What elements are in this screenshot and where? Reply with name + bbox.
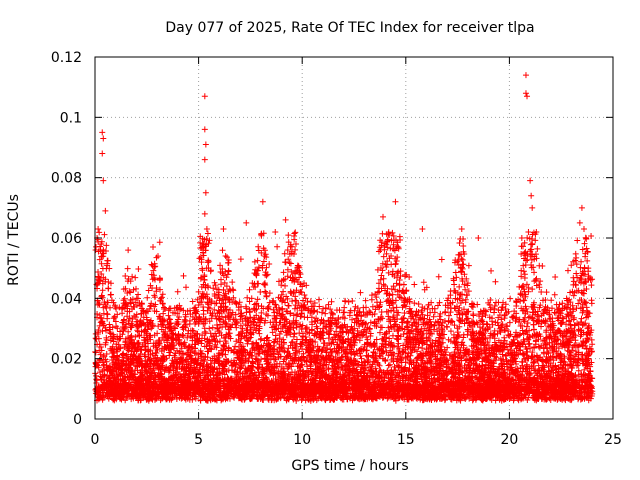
- data-point: [204, 230, 211, 237]
- data-point: [124, 290, 131, 297]
- data-point: [158, 294, 165, 301]
- data-point: [293, 397, 300, 404]
- data-point: [445, 312, 452, 319]
- data-point: [460, 334, 467, 341]
- data-point: [246, 298, 253, 305]
- data-point: [282, 259, 289, 266]
- data-point: [423, 284, 430, 291]
- data-point: [284, 247, 291, 254]
- data-point: [460, 242, 467, 249]
- data-point: [217, 262, 224, 269]
- data-point: [351, 351, 358, 358]
- data-point: [372, 306, 379, 313]
- data-point: [386, 335, 393, 342]
- data-point: [498, 316, 505, 323]
- data-point: [393, 304, 400, 311]
- data-point: [96, 312, 103, 319]
- data-point: [291, 230, 298, 237]
- data-point: [349, 316, 356, 323]
- data-point: [401, 310, 408, 317]
- data-point: [233, 300, 240, 307]
- data-point: [578, 258, 585, 265]
- data-point: [579, 246, 586, 253]
- data-point: [518, 251, 525, 258]
- data-point: [285, 256, 292, 263]
- data-point: [210, 285, 217, 292]
- data-point: [516, 347, 523, 354]
- data-point: [251, 301, 258, 308]
- data-point: [469, 348, 476, 355]
- data-point: [504, 323, 511, 330]
- data-point: [150, 267, 157, 274]
- data-point: [160, 310, 167, 317]
- data-point: [97, 344, 104, 351]
- data-point: [389, 332, 396, 339]
- data-point: [92, 349, 99, 356]
- data-point: [452, 269, 459, 276]
- data-point: [555, 345, 562, 352]
- data-point: [488, 267, 495, 274]
- data-points: [92, 72, 596, 404]
- data-point: [484, 339, 491, 346]
- data-point: [584, 257, 591, 264]
- data-point: [386, 328, 393, 335]
- data-point: [444, 297, 451, 304]
- data-point: [390, 304, 397, 311]
- chart-title: Day 077 of 2025, Rate Of TEC Index for r…: [165, 20, 534, 36]
- data-point: [386, 361, 393, 368]
- data-point: [378, 308, 385, 315]
- data-point: [408, 327, 415, 334]
- data-point: [543, 289, 550, 296]
- data-point: [271, 346, 278, 353]
- data-point: [383, 250, 390, 257]
- data-point: [121, 295, 128, 302]
- data-point: [280, 288, 287, 295]
- data-point: [284, 295, 291, 302]
- data-point: [155, 253, 162, 260]
- data-point: [377, 276, 384, 283]
- data-point: [224, 271, 231, 278]
- data-point: [396, 277, 403, 284]
- data-point: [254, 257, 261, 264]
- data-point: [411, 281, 418, 288]
- data-point: [585, 324, 592, 331]
- data-point: [106, 321, 113, 328]
- data-point: [134, 327, 141, 334]
- data-point: [189, 298, 196, 305]
- data-point: [466, 395, 473, 402]
- data-point: [380, 281, 387, 288]
- data-point: [581, 240, 588, 247]
- data-point: [274, 243, 281, 250]
- data-point: [282, 275, 289, 282]
- data-point: [462, 286, 469, 293]
- data-point: [183, 284, 190, 291]
- data-point: [180, 272, 187, 279]
- data-point: [435, 273, 442, 280]
- grid-lines: [95, 57, 613, 419]
- data-point: [307, 298, 314, 305]
- data-point: [280, 269, 287, 276]
- data-point: [512, 329, 519, 336]
- data-point: [263, 272, 270, 279]
- data-point: [529, 286, 536, 293]
- data-point: [356, 308, 363, 315]
- data-point: [373, 336, 380, 343]
- data-point: [388, 339, 395, 346]
- data-point: [255, 243, 262, 250]
- data-point: [474, 320, 481, 327]
- data-point: [380, 275, 387, 282]
